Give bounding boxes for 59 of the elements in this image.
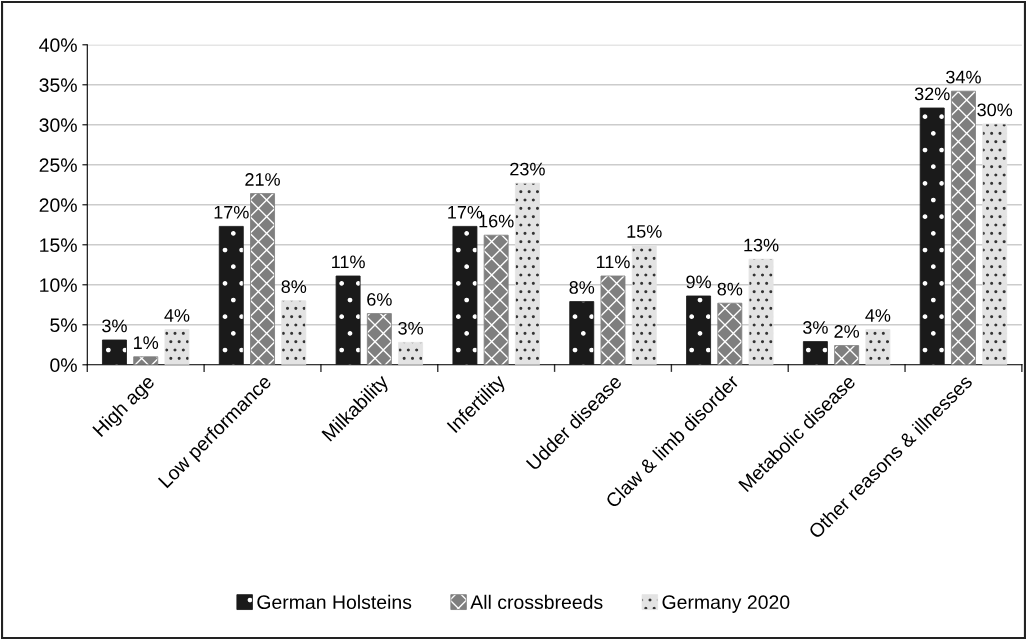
data-label: 34% bbox=[946, 70, 981, 84]
data-label: 3% bbox=[803, 321, 828, 334]
bar bbox=[802, 341, 828, 365]
data-label: 15% bbox=[627, 225, 662, 238]
data-label: 13% bbox=[744, 238, 779, 252]
data-label: 4% bbox=[865, 309, 891, 322]
data-label: 11% bbox=[332, 255, 365, 269]
bar bbox=[686, 295, 712, 365]
data-label: 21% bbox=[245, 173, 280, 186]
legend-label: German Holsteins bbox=[257, 594, 412, 610]
bar bbox=[164, 329, 190, 365]
bar bbox=[335, 275, 361, 365]
bar bbox=[748, 258, 774, 365]
bar bbox=[951, 90, 976, 365]
y-tick-label: 10% bbox=[40, 278, 77, 293]
bar bbox=[366, 313, 392, 365]
y-tick-label: 5% bbox=[50, 318, 77, 333]
data-label: 32% bbox=[914, 87, 950, 101]
data-label: 1% bbox=[134, 336, 159, 349]
data-label: 3% bbox=[398, 321, 423, 335]
data-label: 4% bbox=[164, 309, 190, 322]
data-label: 8% bbox=[569, 281, 595, 294]
bar bbox=[281, 300, 307, 365]
y-tick-label: 25% bbox=[39, 158, 77, 173]
legend-label: Germany 2020 bbox=[662, 595, 790, 613]
data-label: 8% bbox=[281, 280, 307, 294]
data-label: 11% bbox=[596, 255, 630, 269]
legend-label: All crossbreeds bbox=[470, 594, 603, 610]
bar bbox=[569, 301, 595, 365]
data-label: 8% bbox=[717, 282, 743, 296]
data-label: 3% bbox=[102, 319, 127, 333]
bar bbox=[250, 193, 275, 365]
bar bbox=[483, 234, 509, 365]
bar bbox=[600, 275, 626, 365]
data-label: 30% bbox=[977, 103, 1013, 117]
y-tick-label: 30% bbox=[39, 118, 77, 133]
bar bbox=[919, 107, 945, 365]
y-tick-label: 35% bbox=[39, 78, 77, 93]
data-label: 9% bbox=[686, 275, 711, 289]
y-tick-label: 15% bbox=[40, 238, 77, 253]
data-label: 17% bbox=[214, 205, 249, 219]
y-tick-label: 40% bbox=[39, 38, 77, 53]
bar bbox=[631, 245, 657, 365]
data-label: 6% bbox=[367, 293, 392, 306]
y-tick-label: 20% bbox=[39, 198, 77, 213]
bar bbox=[398, 341, 424, 365]
bar bbox=[133, 356, 159, 365]
bar bbox=[982, 123, 1008, 365]
data-label: 23% bbox=[510, 162, 545, 176]
data-label: 2% bbox=[834, 325, 860, 338]
bar bbox=[834, 345, 860, 365]
bar bbox=[865, 329, 891, 365]
y-tick-label: 0% bbox=[50, 358, 77, 373]
x-tick-label: High age bbox=[91, 373, 158, 440]
bar bbox=[102, 339, 127, 365]
bar bbox=[717, 302, 743, 365]
bar bbox=[514, 182, 540, 365]
bar bbox=[452, 225, 478, 365]
bar bbox=[218, 225, 244, 365]
